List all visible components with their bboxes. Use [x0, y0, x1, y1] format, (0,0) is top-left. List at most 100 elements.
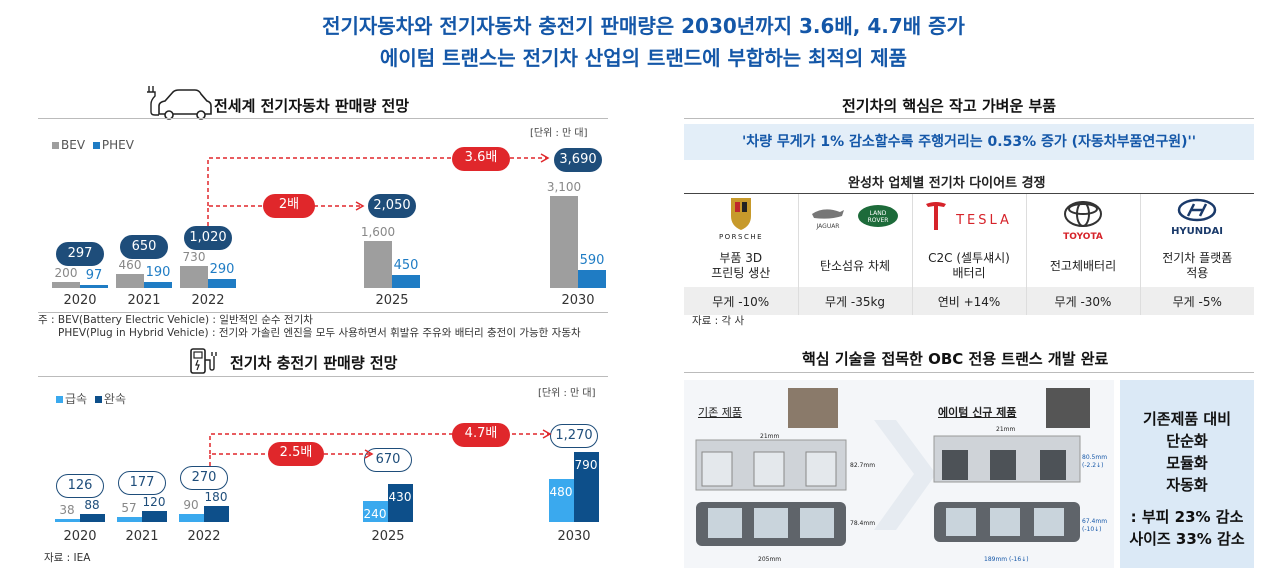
slow-charger-bar: [204, 506, 229, 522]
growth-label-3-6x: 3.6배: [452, 147, 510, 171]
brand-logo-row: PORSCHE JAGUAR LAND ROVER TESLA TO: [684, 194, 1254, 245]
old-product-label: 기존 제품: [698, 406, 742, 419]
bev-value-label: 3,100: [546, 180, 582, 194]
ev-unit: [단위 : 만 대]: [530, 128, 588, 139]
total-pill: 177: [118, 471, 166, 495]
phev-bar: [144, 282, 172, 288]
total-pill: 670: [364, 448, 412, 472]
obc-comparison-panel: 기존 제품 에이텀 신규 제품 21mm 21mm 82.7mm 80.5mm …: [684, 380, 1114, 568]
fast-charger-bar: [363, 500, 388, 522]
charger-section-divider: [38, 376, 608, 377]
phev-bar: [208, 279, 236, 288]
hyundai-tech: 전기차 플랫폼 적용: [1139, 245, 1254, 287]
year-label: 2025: [371, 529, 405, 544]
obc-section-divider: [684, 372, 1254, 373]
phev-bar: [80, 285, 108, 288]
bev-value-label: 460: [118, 258, 142, 273]
slow-value-label: 88: [84, 498, 100, 513]
porsche-wordmark: PORSCHE: [719, 233, 763, 241]
tesla-icon: TESLA: [911, 194, 1026, 245]
slow-value-label: 180: [204, 490, 228, 505]
svg-text:LAND: LAND: [870, 210, 887, 217]
headline-line1: 전기자동차와 전기자동차 충전기 판매량은 2030년까지 3.6배, 4.7배…: [322, 14, 965, 38]
bev-bar: [116, 274, 144, 288]
fast-charger-bar: [549, 479, 574, 522]
ev-section-title: 전세계 전기자동차 판매량 전망: [214, 97, 410, 115]
slow-charger-bar: [80, 514, 105, 522]
year-label: 2030: [557, 529, 591, 544]
legend-fast: 급속: [65, 392, 88, 406]
legend-phev: PHEV: [101, 138, 134, 152]
total-pill: 2,050: [368, 194, 416, 218]
parts-section-divider: [684, 118, 1254, 119]
legend-slow: 완속: [103, 392, 127, 406]
total-pill: 297: [56, 242, 104, 266]
total-pill: 1,270: [550, 424, 598, 448]
new-width-dim: 189mm (-16↓): [984, 556, 1029, 563]
fast-value-label: 38: [59, 502, 75, 517]
parts-source: 자료 : 각 사: [692, 315, 745, 327]
total-pill: 126: [56, 474, 104, 498]
growth-label-2-5x: 2.5배: [268, 442, 324, 466]
fast-value-label: 240: [363, 506, 387, 521]
jaguar-tech: 탄소섬유 차체: [797, 245, 912, 287]
slow-value-label: 120: [142, 495, 166, 510]
phev-bar: [392, 274, 420, 288]
obc-comparison-drawing: [695, 388, 1090, 546]
year-label: 2021: [127, 293, 161, 308]
bev-bar: [550, 196, 578, 288]
charger-section-title: 전기차 충전기 판매량 전망: [230, 354, 398, 372]
fast-swatch: [56, 396, 63, 403]
parts-section-title: 전기차의 핵심은 작고 가벼운 부품: [842, 97, 1057, 115]
tesla-wordmark: TESLA: [955, 213, 1012, 228]
ev-baseline: [38, 312, 608, 313]
slow-value-label: 430: [388, 489, 412, 504]
growth-arrow-2025: [207, 201, 365, 226]
growth-arrow-2030: [207, 153, 550, 206]
brand-table-top: [684, 193, 1254, 194]
toyota-result: 무게 -30%: [1025, 287, 1140, 315]
year-label: 2021: [125, 529, 159, 544]
toyota-wordmark: TOYOTA: [1063, 232, 1103, 242]
ev-section-divider: [38, 118, 608, 119]
obc-benefits-box: 기존제품 대비 단순화 모듈화 자동화 : 부피 23% 감소 사이즈 33% …: [1120, 380, 1254, 568]
year-label: 2020: [63, 293, 97, 308]
svg-text:ROVER: ROVER: [868, 217, 889, 224]
phev-value-label: 290: [209, 262, 235, 278]
slow-charger-bar: [388, 483, 413, 522]
growth-label-2x: 2배: [263, 194, 315, 218]
car-plug-icon: [143, 82, 213, 122]
tesla-result: 연비 +14%: [911, 287, 1026, 315]
new-depth-delta: (-10↓): [1082, 526, 1102, 533]
phev-swatch: [92, 142, 100, 149]
charger-source: 자료 : IEA: [44, 552, 91, 564]
jaguar-landrover-icon: JAGUAR LAND ROVER: [797, 194, 912, 245]
benefit-line-1: 기존제품 대비: [1142, 410, 1232, 428]
charger-legend: 급속 완속: [56, 390, 126, 407]
charger-unit: [단위 : 만 대]: [538, 388, 596, 399]
bev-bar: [180, 266, 208, 288]
total-pill: 270: [180, 466, 228, 490]
bev-bar: [364, 240, 392, 288]
jaguar-result: 무게 -35kg: [797, 287, 912, 315]
old-height-dim: 21mm: [760, 433, 780, 440]
slow-charger-bar: [574, 452, 599, 522]
total-pill: 650: [120, 235, 168, 259]
fast-value-label: 480: [549, 485, 573, 500]
growth-label-4-7x: 4.7배: [452, 423, 510, 447]
bev-bar: [52, 282, 80, 288]
tesla-tech: C2C (셀투섀시) 배터리: [911, 245, 1026, 287]
bev-value-label: 730: [182, 250, 206, 265]
benefit-line-6: 사이즈 33% 감소: [1129, 530, 1245, 548]
old-width-dim: 205mm: [758, 556, 782, 563]
bev-swatch: [52, 142, 59, 149]
total-pill: 3,690: [554, 148, 602, 172]
fast-charger-bar: [117, 516, 142, 522]
porsche-tech: 부품 3D 프린팅 생산: [711, 251, 771, 280]
slow-swatch: [94, 396, 102, 403]
fast-value-label: 57: [121, 500, 137, 515]
bev-value-label: 1,600: [360, 224, 396, 239]
benefit-line-3: 모듈화: [1166, 454, 1208, 472]
year-label: 2022: [187, 529, 221, 544]
hyundai-wordmark: HYUNDAI: [1171, 226, 1223, 237]
